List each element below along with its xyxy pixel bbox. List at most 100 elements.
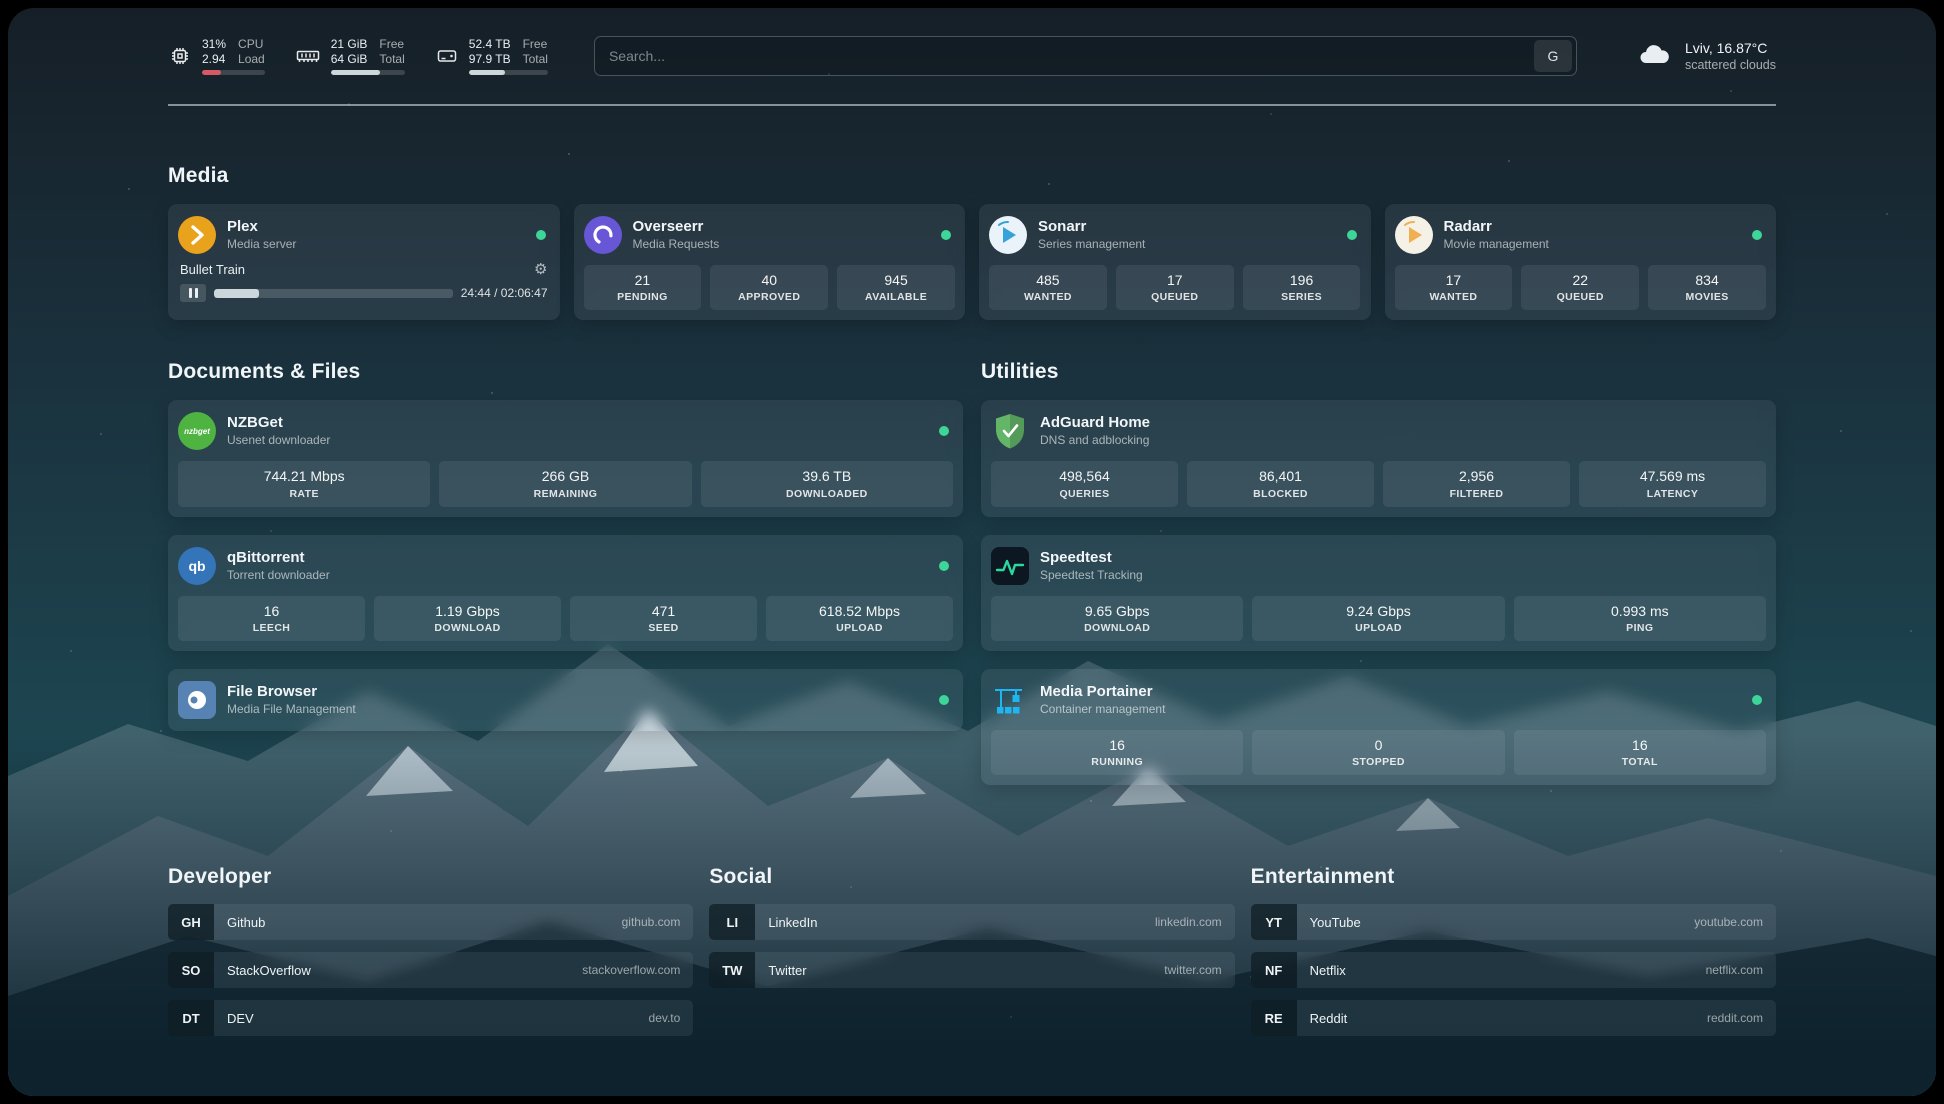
service-subtitle: DNS and adblocking <box>1040 433 1150 448</box>
bookmark-url: reddit.com <box>1706 1011 1763 1026</box>
service-subtitle: Series management <box>1038 236 1146 251</box>
portainer-icon <box>991 681 1029 719</box>
section-documents-files: Documents & Files nzbget <box>168 360 963 785</box>
cpu-usage-value: 31% <box>202 36 227 51</box>
status-indicator <box>535 230 546 240</box>
service-card-adguard[interactable]: AdGuard Home DNS and adblocking 498,564 … <box>981 400 1776 517</box>
bookmark-abbr: SO <box>168 952 214 989</box>
bookmark-netflix[interactable]: NF Netflix netflix.com <box>1250 952 1776 989</box>
speedtest-icon <box>991 546 1029 585</box>
stat-block: 17 QUEUED <box>1115 265 1234 311</box>
bookmark-abbr: RE <box>1250 1000 1297 1037</box>
status-indicator <box>1346 230 1357 240</box>
bookmark-abbr: DT <box>168 1000 214 1037</box>
service-card-plex[interactable]: Plex Media server Bullet Train ⚙ <box>168 204 560 321</box>
bookmark-url: twitter.com <box>1164 963 1222 978</box>
service-subtitle: Media Requests <box>632 236 720 251</box>
pause-button[interactable] <box>180 284 206 302</box>
bookmark-dev[interactable]: DT DEV dev.to <box>168 1000 694 1037</box>
status-indicator <box>939 426 949 437</box>
service-subtitle: Usenet downloader <box>227 433 331 448</box>
status-indicator <box>1752 695 1762 706</box>
stat-block: 834 MOVIES <box>1648 265 1766 311</box>
cpu-usage-label: CPU <box>238 36 264 51</box>
bookmark-github[interactable]: GH Github github.com <box>168 904 694 941</box>
gear-icon[interactable]: ⚙ <box>534 261 548 278</box>
bookmark-group-social: Social LI LinkedIn linkedin.com TW Twitt… <box>709 865 1235 1036</box>
stat-block: 22 QUEUED <box>1521 265 1640 311</box>
service-subtitle: Media server <box>227 236 297 251</box>
service-card-filebrowser[interactable]: File Browser Media File Management <box>168 669 963 732</box>
stat-block: 86,401 BLOCKED <box>1187 461 1374 507</box>
plex-now-playing: Bullet Train ⚙ 24:44 / 02:06:47 <box>178 260 550 302</box>
documents-section-title: Documents & Files <box>168 360 361 384</box>
stat-block: 471 SEED <box>570 595 757 642</box>
bookmark-abbr: LI <box>709 904 756 941</box>
disk-widget: 52.4 TB 97.9 TB Free Total <box>435 36 548 76</box>
bookmark-reddit[interactable]: RE Reddit reddit.com <box>1250 1000 1776 1037</box>
weather-widget: Lviv, 16.87°C scattered clouds <box>1633 37 1776 76</box>
media-section-title: Media <box>168 164 229 187</box>
cpu-widget: 31% 2.94 CPU Load <box>168 36 265 76</box>
bookmark-twitter[interactable]: TW Twitter twitter.com <box>709 952 1235 989</box>
playback-progress-bar[interactable] <box>214 288 453 298</box>
stat-block: 16 LEECH <box>178 595 365 642</box>
stat-block: 0.993 ms PING <box>1513 595 1766 642</box>
playback-time: 24:44 / 02:06:47 <box>460 286 548 300</box>
memory-icon <box>295 44 321 68</box>
nzbget-icon: nzbget <box>178 412 216 451</box>
bookmark-group-entertainment: Entertainment YT YouTube youtube.com NF … <box>1250 865 1776 1037</box>
bookmark-url: netflix.com <box>1705 963 1763 978</box>
bookmark-abbr: NF <box>1250 952 1297 989</box>
service-subtitle: Speedtest Tracking <box>1040 567 1143 582</box>
service-card-portainer[interactable]: Media Portainer Container management 16 … <box>981 669 1776 786</box>
bookmark-group-developer: Developer GH Github github.com SO StackO… <box>168 865 694 1037</box>
bookmark-linkedin[interactable]: LI LinkedIn linkedin.com <box>709 904 1235 941</box>
memory-free-value: 21 GiB <box>330 36 368 51</box>
bookmark-url: stackoverflow.com <box>582 963 681 978</box>
cpu-icon <box>168 44 192 68</box>
stat-block: 47.569 ms LATENCY <box>1579 461 1766 507</box>
bookmark-name: Reddit <box>1309 1010 1348 1026</box>
service-card-speedtest[interactable]: Speedtest Speedtest Tracking 9.65 Gbps D… <box>981 534 1776 652</box>
service-card-nzbget[interactable]: nzbget NZBGet Usenet downloader 74 <box>168 400 963 517</box>
service-name: AdGuard Home <box>1040 414 1151 432</box>
section-media: Media Plex Media server <box>168 164 1776 321</box>
service-name: Sonarr <box>1038 218 1087 236</box>
status-indicator <box>939 695 949 706</box>
status-indicator <box>941 230 951 240</box>
stat-block: 945 AVAILABLE <box>837 265 955 311</box>
weather-location: Lviv, 16.87°C <box>1684 39 1768 56</box>
bookmark-url: github.com <box>621 915 681 930</box>
stat-block: 16 TOTAL <box>1513 730 1766 776</box>
service-card-qbittorrent[interactable]: qb qBittorrent Torrent downloader <box>168 534 963 652</box>
search-input[interactable] <box>608 48 1534 64</box>
bookmark-url: linkedin.com <box>1154 915 1222 930</box>
service-name: Radarr <box>1443 218 1492 236</box>
service-card-overseerr[interactable]: Overseerr Media Requests 21 PENDING 40 A… <box>573 204 965 321</box>
service-name: File Browser <box>227 683 318 701</box>
bookmark-stackoverflow[interactable]: SO StackOverflow stackoverflow.com <box>168 952 694 989</box>
bookmark-abbr: TW <box>709 952 756 989</box>
service-subtitle: Torrent downloader <box>227 567 330 582</box>
service-name: Plex <box>227 218 258 236</box>
service-card-radarr[interactable]: Radarr Movie management 17 WANTED 22 QUE… <box>1384 204 1776 321</box>
service-name: NZBGet <box>227 414 283 432</box>
service-card-sonarr[interactable]: Sonarr Series management 485 WANTED 17 Q… <box>979 204 1371 321</box>
service-subtitle: Container management <box>1040 701 1166 716</box>
stat-block: 21 PENDING <box>583 265 702 311</box>
stat-block: 17 WANTED <box>1394 265 1513 311</box>
weather-condition: scattered clouds <box>1684 57 1776 72</box>
bookmark-abbr: YT <box>1250 904 1297 941</box>
stat-block: 618.52 Mbps UPLOAD <box>766 595 953 642</box>
search-bar: G <box>593 36 1577 76</box>
bookmark-youtube[interactable]: YT YouTube youtube.com <box>1250 904 1776 941</box>
filebrowser-icon <box>178 681 216 720</box>
search-provider-button[interactable]: G <box>1533 40 1572 72</box>
disk-total-label: Total <box>522 51 548 66</box>
service-name: Speedtest <box>1040 548 1112 566</box>
bookmark-url: dev.to <box>648 1011 681 1026</box>
disk-free-label: Free <box>522 36 548 51</box>
cpu-progress-bar <box>202 70 265 76</box>
stat-block: 39.6 TB DOWNLOADED <box>700 461 953 507</box>
